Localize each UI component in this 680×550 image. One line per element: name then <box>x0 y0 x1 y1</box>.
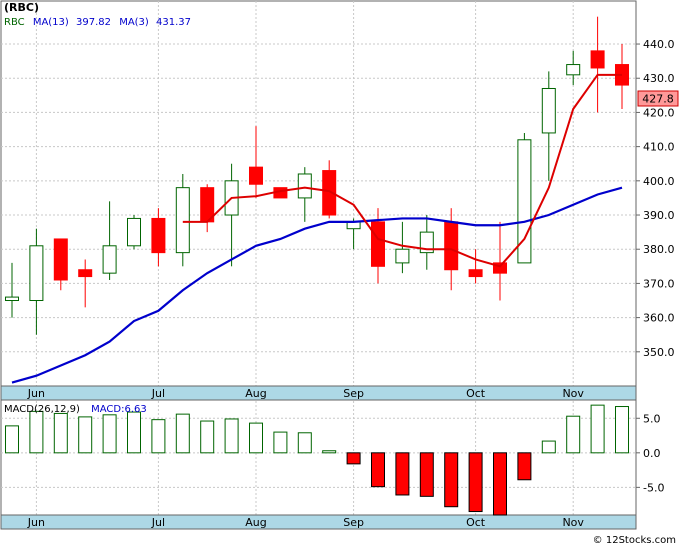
price-y-tick-label: 410.0 <box>643 141 675 154</box>
x-axis-labels: Jun Jun Jul Jul Aug Aug Sep Sep Oct Oct Nov Nov <box>27 387 585 529</box>
last-price-box <box>637 90 679 107</box>
macd-legend-line: MACD(26,12,9) MACD:6.63 <box>4 404 147 415</box>
candle-up <box>419 231 434 254</box>
candle-up <box>102 245 117 274</box>
macd-bar-positive <box>200 420 215 454</box>
macd-bar-positive <box>175 413 190 454</box>
macd-bar-positive <box>151 419 166 454</box>
candle-up <box>5 296 19 302</box>
macd-bar-positive <box>249 422 263 454</box>
legend-ticker: RBC <box>4 17 25 28</box>
copyright-footer: © 12Stocks.com <box>593 535 676 546</box>
macd-bar-negative <box>371 452 385 488</box>
macd-bars <box>5 404 629 516</box>
candle-down <box>444 221 459 271</box>
moving-average-lines <box>11 73 623 384</box>
price-x-tick-label: Sep <box>343 387 364 400</box>
legend-ma3-value: 431.37 <box>156 17 191 28</box>
macd-bar-positive <box>541 440 556 454</box>
chart-symbol-title: (RBC) <box>4 1 39 14</box>
price-x-tick-label: Aug <box>245 387 266 400</box>
macd-bar-positive <box>29 410 44 454</box>
macd-bar-positive <box>615 406 629 454</box>
price-y-tick-label: 360.0 <box>643 312 675 325</box>
price-y-tick-label: 390.0 <box>643 209 675 222</box>
candle-up <box>566 64 581 76</box>
candle-up <box>175 187 190 254</box>
candle-down <box>322 170 337 216</box>
macd-bar-negative <box>444 452 459 508</box>
candle-up <box>29 245 44 302</box>
macd-bar-negative <box>493 452 507 516</box>
macd-bar-negative <box>395 452 410 496</box>
price-x-tick-label: Jun <box>27 387 45 400</box>
price-y-tick-label: 420.0 <box>643 106 675 119</box>
macd-bar-positive <box>53 412 68 454</box>
price-x-tick-label: Oct <box>466 387 486 400</box>
price-x-tick-label: Jul <box>151 387 165 400</box>
candle-up <box>297 173 312 199</box>
macd-x-tick-label: Jun <box>27 516 45 529</box>
macd-bar-negative <box>419 452 434 497</box>
legend-ma13-value: 397.82 <box>76 17 111 28</box>
candle-up <box>127 217 141 247</box>
macd-bar-positive <box>566 415 581 454</box>
candle-up <box>541 87 556 134</box>
price-y-tick-label: 350.0 <box>643 346 675 359</box>
macd-x-tick-label: Nov <box>562 516 584 529</box>
macd-label: MACD(26,12,9) <box>4 404 80 415</box>
legend-ma13-label: MA(13) <box>33 17 69 28</box>
macd-y-tick-label: 0.0 <box>643 447 661 460</box>
macd-x-tick-label: Jul <box>151 516 165 529</box>
macd-x-tick-label: Aug <box>245 516 266 529</box>
price-y-axis: 350.0 360.0 370.0 380.0 390.0 400.0 410.0 420.0… <box>636 38 675 359</box>
candle-down <box>249 166 263 185</box>
macd-x-axis-band <box>0 514 637 530</box>
ma3-line <box>182 73 622 268</box>
macd-bar-positive <box>322 450 337 454</box>
macd-bar-negative <box>517 452 532 481</box>
macd-bar-positive <box>5 425 19 454</box>
macd-bar-positive <box>78 416 93 454</box>
macd-x-tick-label: Oct <box>466 516 486 529</box>
legend-line: RBC MA(13) 397.82 MA(3) 431.37 <box>4 17 191 28</box>
price-y-tick-label: 440.0 <box>643 38 675 51</box>
price-x-axis-band <box>0 385 637 401</box>
macd-bar-positive <box>127 411 141 454</box>
macd-bar-negative <box>346 452 361 465</box>
candle-down <box>493 262 507 274</box>
candle-up <box>395 248 410 264</box>
candle-down <box>468 269 483 278</box>
macd-bar-negative <box>468 452 483 513</box>
macd-bar-positive <box>102 414 117 454</box>
price-y-tick-label: 380.0 <box>643 243 675 256</box>
macd-value-label: MACD:6.63 <box>91 404 147 415</box>
candle-down <box>590 50 605 69</box>
macd-bar-positive <box>224 418 239 454</box>
macd-y-tick-label: 5.0 <box>643 412 661 425</box>
price-y-tick-label: 370.0 <box>643 277 675 290</box>
macd-y-axis: 5.0 0.0 -5.0 <box>636 412 664 494</box>
macd-bar-positive <box>273 431 288 454</box>
candle-down <box>151 217 166 254</box>
macd-y-tick-label: -5.0 <box>643 481 664 494</box>
legend-ma3-label: MA(3) <box>119 17 149 28</box>
price-y-tick-label: 430.0 <box>643 72 675 85</box>
candle-down <box>371 221 385 267</box>
price-y-tick-label: 400.0 <box>643 175 675 188</box>
macd-x-tick-label: Sep <box>343 516 364 529</box>
price-panel-frame <box>0 0 637 401</box>
price-x-tick-label: Nov <box>562 387 584 400</box>
last-price-label: 427.8 <box>642 93 674 106</box>
candle-down <box>53 238 68 281</box>
macd-bar-positive <box>590 404 605 454</box>
candle-down <box>78 269 93 278</box>
macd-bar-positive <box>297 432 312 454</box>
macd-panel-frame <box>0 399 637 530</box>
ma13-line <box>11 186 623 384</box>
